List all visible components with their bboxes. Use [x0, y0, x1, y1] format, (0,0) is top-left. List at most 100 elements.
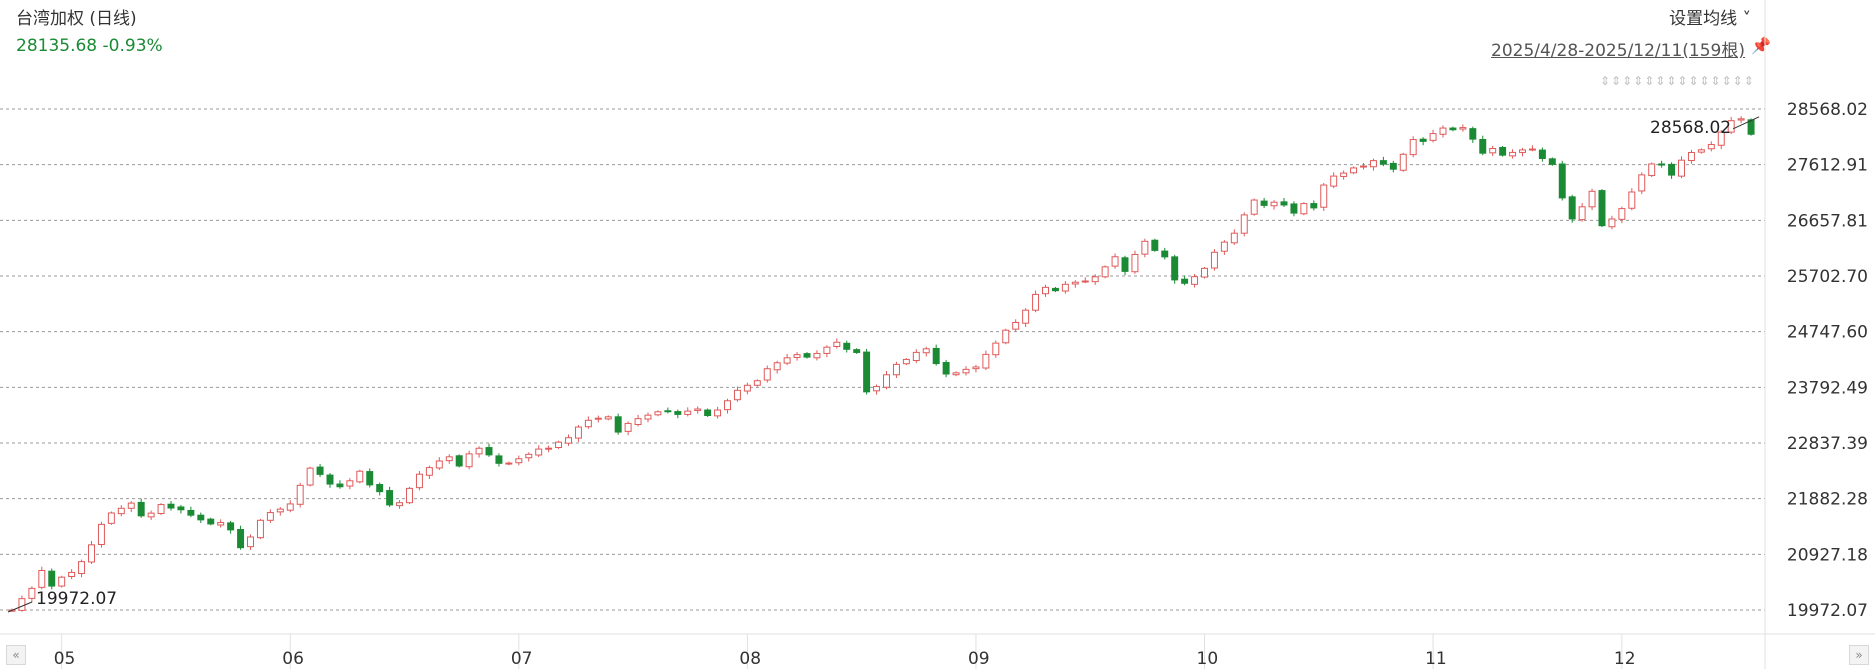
candle-body: [763, 368, 771, 381]
y-tick-label: 24747.60: [1787, 323, 1868, 343]
candle-body: [1528, 148, 1536, 151]
candle-body: [1499, 146, 1507, 156]
candle-body: [823, 346, 831, 354]
ma-settings-button[interactable]: 设置均线 ˅: [1669, 4, 1751, 29]
candle-body: [525, 453, 533, 459]
candle-body: [1369, 160, 1377, 168]
candle-body: [1578, 206, 1586, 221]
candle-body: [912, 351, 920, 361]
candle-body: [1618, 208, 1626, 220]
candle-body: [88, 544, 95, 563]
y-tick-label: 26657.81: [1787, 211, 1868, 231]
candle-body: [932, 347, 940, 365]
candle-body: [783, 357, 791, 364]
candle-body: [217, 522, 225, 526]
candle-body: [1280, 201, 1288, 206]
candle-body: [1360, 165, 1367, 168]
pin-icon[interactable]: 📌: [1751, 36, 1771, 55]
candle-body: [1628, 191, 1636, 209]
candle-body: [634, 418, 642, 425]
candle-body: [237, 529, 245, 549]
candle-body: [455, 455, 463, 467]
candle-body: [376, 484, 384, 493]
candle-body: [1558, 163, 1566, 199]
candle-body: [1002, 329, 1010, 344]
candle-body: [892, 363, 900, 376]
scroll-left-button[interactable]: «: [6, 645, 26, 665]
candle-body: [276, 508, 284, 513]
candle-body: [982, 353, 990, 369]
candle-body: [68, 571, 76, 577]
candle-body: [753, 380, 761, 386]
min-arrow-line: [7, 601, 33, 613]
candle-body: [1379, 160, 1387, 165]
candle-body: [1051, 287, 1059, 292]
candle-body: [1668, 163, 1676, 176]
candle-body: [545, 447, 553, 450]
max-arrow-line: [1732, 116, 1760, 130]
candle-body: [883, 374, 890, 388]
candle-body: [1479, 138, 1487, 154]
candle-body: [187, 509, 195, 516]
candle-body: [743, 384, 751, 392]
candle-body: [256, 519, 264, 539]
candle-body: [425, 467, 433, 476]
candle-body: [1727, 120, 1735, 133]
candle-body: [1240, 214, 1248, 234]
candle-body: [346, 480, 354, 487]
candle-body: [1121, 257, 1129, 272]
candle-body: [1032, 293, 1040, 311]
candle-body: [28, 587, 36, 599]
candle-body: [227, 522, 235, 531]
x-tick-label: 07: [511, 649, 533, 669]
candle-body: [1568, 196, 1576, 220]
y-tick-label: 22837.39: [1787, 434, 1868, 454]
scroll-right-button[interactable]: »: [1849, 645, 1869, 665]
candle-body: [962, 368, 970, 374]
candle-body: [1648, 163, 1656, 177]
candle-body: [207, 518, 215, 525]
candle-body: [1300, 203, 1308, 215]
candle-body: [1161, 250, 1169, 258]
candle-body: [147, 512, 155, 518]
candle-body: [1220, 241, 1228, 252]
candle-body: [1588, 190, 1596, 208]
y-tick-label: 20927.18: [1787, 545, 1868, 565]
candle-body: [1260, 200, 1268, 206]
candle-body: [435, 460, 443, 469]
candle-body: [724, 400, 731, 411]
chart-title: 台湾加权 (日线): [16, 9, 137, 29]
candle-body: [1548, 158, 1556, 165]
candle-body: [316, 466, 324, 475]
candle-body: [1399, 153, 1407, 171]
y-tick-label: 25702.70: [1787, 267, 1868, 287]
y-tick-label: 27612.91: [1787, 156, 1868, 176]
candle-body: [1340, 172, 1348, 177]
x-tick-label: 05: [54, 649, 76, 669]
candle-body: [1191, 276, 1199, 285]
candle-body: [1429, 133, 1437, 141]
candle-body: [1608, 218, 1616, 228]
candle-body: [664, 410, 672, 413]
candle-body: [336, 483, 344, 488]
candle-body: [1250, 199, 1258, 215]
candle-body: [803, 353, 811, 358]
candle-body: [117, 507, 125, 515]
min-label: 19972.07: [36, 589, 117, 609]
candle-body: [1210, 251, 1218, 269]
candle-body: [714, 409, 722, 417]
y-tick-label: 23792.49: [1787, 378, 1868, 398]
candle-body: [1042, 286, 1049, 295]
date-range-label[interactable]: 2025/4/28-2025/12/11(159根): [1491, 41, 1745, 61]
candle-body: [1141, 240, 1149, 255]
y-tick-label: 28568.02: [1787, 100, 1868, 120]
candle-body: [793, 354, 801, 358]
candle-body: [306, 467, 314, 486]
candle-body: [873, 386, 881, 392]
chevron-down-icon: ˅: [1742, 9, 1752, 29]
candle-body: [485, 447, 493, 456]
candle-body: [97, 523, 105, 545]
candle-body: [157, 504, 165, 514]
